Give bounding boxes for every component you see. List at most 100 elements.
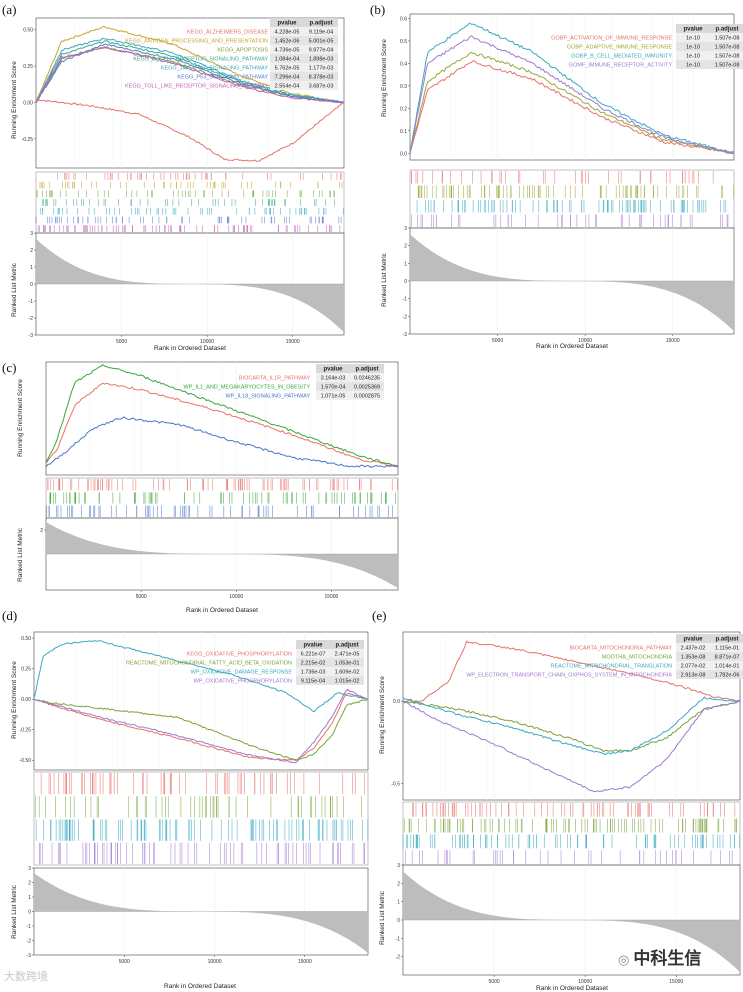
table-header-pvalue: pvalue — [277, 21, 297, 27]
es-axis-label: Running Enrichment Score — [11, 61, 18, 139]
table-pvalue: 5.762e-05 — [275, 66, 300, 72]
metric-tick-label: 1 — [404, 261, 407, 267]
table-pvalue: 1.071e-05 — [321, 394, 346, 400]
table-padjust: 0.0025369 — [354, 385, 380, 391]
legend-label: WP_ELECTRON_TRANSPORT_CHAIN_OXPHOS_SYSTE… — [466, 673, 672, 679]
y-tick-label: -0.50 — [20, 758, 32, 764]
table-pvalue: 1e-10 — [686, 63, 700, 69]
y-tick-label: 0.3 — [400, 84, 407, 90]
es-line-gobp-b-cell-mediated-immunity — [409, 22, 735, 155]
table-row-bg — [676, 652, 743, 661]
metric-tick-label: -3 — [403, 332, 408, 338]
table-header-padjust: p.adjust — [355, 367, 378, 373]
table-row-bg — [676, 661, 743, 670]
y-tick-label: 0.25 — [21, 667, 31, 673]
legend-label: REACTOME_MITOCHONDRIAL_FATTY_ACID_BETA_O… — [126, 661, 292, 667]
watermark-left-text: 大数跨境 — [4, 970, 48, 983]
table-padjust: 1.609e-02 — [335, 670, 360, 676]
es-line-biocarta-mitochondria-pathway — [402, 640, 741, 703]
x-tick-label: 5000 — [136, 594, 147, 600]
metric-tick-label: -2 — [396, 955, 401, 961]
es-line-reactome-mitochondrial-translation — [402, 696, 741, 756]
legend-label: MOOTHA_MITOCHONDRIA — [602, 655, 673, 661]
table-pvalue: 2.913e-08 — [681, 673, 706, 679]
table-pvalue: 1.452e-06 — [275, 39, 300, 45]
legend-label: GOBP_B_CELL_MEDIATED_IMMUNITY — [571, 54, 672, 60]
table-row-bg — [676, 60, 743, 69]
metric-tick-label: 1 — [28, 895, 31, 901]
table-row-bg — [296, 676, 364, 685]
metric-tick-label: 1 — [30, 265, 33, 271]
panel-c: (c) 2 5000 10000 15000 Rank in Ordered Datase… — [2, 360, 399, 614]
panel-b: (b) 0.0 0.1 0.2 0.3 0.4 0.5 0.6 3 2 1 0 -1 -2 -3 5000 10… — [370, 2, 743, 350]
table-row-bg — [676, 51, 743, 60]
x-tick-label: 10000 — [578, 338, 592, 344]
table-padjust: 2.471e-05 — [335, 652, 360, 658]
legend-label: GOBP_ADAPTIVE_IMMUNE_RESPONSE — [567, 45, 672, 51]
y-tick-label: 0.0 — [393, 699, 400, 705]
metric-axis-label: Ranked List Metric — [11, 262, 18, 317]
panel-label: (c) — [2, 360, 16, 375]
table-header-pvalue: pvalue — [303, 643, 323, 649]
y-tick-label: -0.25 — [22, 137, 34, 143]
x-tick-label: 10000 — [208, 959, 222, 965]
metric-axis-label: Ranked List Metric — [379, 890, 386, 945]
x-axis-label: Rank in Ordered Dataset — [186, 607, 258, 614]
legend-label: KEGG_JAK_STAT_SIGNALING_PATHWAY — [161, 66, 269, 72]
table-padjust: 1.507e-08 — [715, 36, 740, 42]
x-tick-label: 5000 — [489, 979, 500, 985]
table-header-pvalue: pvalue — [323, 367, 343, 373]
table-padjust: 1.014e-01 — [715, 664, 740, 670]
es-line-biocarta-il1r-pathway — [45, 382, 399, 468]
table-pvalue: 7.296e-04 — [275, 75, 300, 81]
panel-label: (b) — [370, 2, 385, 17]
y-tick-label: 0.1 — [400, 129, 407, 135]
watermark-left: 大数跨境 — [4, 968, 48, 984]
table-padjust: 9.119e-04 — [309, 30, 333, 36]
es-line-wp-oxidative-damage-response — [33, 640, 369, 713]
table-header-bg — [676, 634, 743, 643]
table-pvalue: 2.215e-02 — [301, 661, 326, 667]
metric-tick-label: 2 — [404, 244, 407, 250]
watermark-right: ◎ 中科生信 — [618, 944, 701, 969]
wechat-icon: ◎ — [618, 953, 630, 968]
table-padjust: 1.115e-01 — [715, 646, 739, 652]
table-pvalue: 2.077e-02 — [681, 664, 706, 670]
table-row-bg — [316, 373, 384, 382]
table-pvalue: 1.353e-08 — [681, 655, 706, 661]
x-axis-label: Rank in Ordered Dataset — [536, 343, 608, 350]
x-tick-label: 5000 — [492, 338, 503, 344]
y-tick-label: 0.6 — [400, 16, 407, 22]
x-tick-label: 15000 — [666, 338, 680, 344]
table-header-bg — [316, 364, 384, 373]
metric-tick-label: -1 — [27, 924, 32, 930]
rug-frame — [402, 801, 741, 866]
es-line-kegg-oxidative-phosphorylation — [33, 692, 369, 762]
table-row-bg — [296, 649, 364, 658]
table-pvalue: 1.570e-04 — [321, 385, 346, 391]
metric-tick-label: 3 — [404, 226, 407, 232]
es-line-kegg-jak-stat-signaling-pathway — [35, 37, 345, 104]
legend-label: BIOCARTA_IL1R_PATHWAY — [239, 376, 310, 382]
table-row-bg — [270, 72, 338, 81]
rug-frame — [35, 171, 345, 234]
metric-tick-label: -3 — [27, 953, 32, 959]
table-row-bg — [270, 45, 338, 54]
table-padjust: 1.507e-08 — [715, 54, 740, 60]
table-row-bg — [676, 643, 743, 652]
ranked-metric-area — [410, 234, 734, 332]
table-pvalue: 1e-10 — [686, 36, 700, 42]
ranked-metric-area — [46, 522, 398, 589]
ranked-metric-area — [403, 871, 740, 973]
y-tick-label: 0.4 — [400, 61, 407, 67]
y-tick-label: 0.2 — [400, 106, 407, 112]
table-padjust: 1.782e-06 — [715, 673, 740, 679]
rug-frame — [33, 771, 369, 866]
metric-tick-label: 2 — [30, 248, 33, 254]
legend-label: KEGG_TOLL_LIKE_RECEPTOR_SIGNALING_PATHWA… — [125, 84, 268, 90]
legend-label: WP_IL18_SIGNALING_PATHWAY — [226, 394, 311, 400]
legend-label: BIOCARTA_MITOCHONDRIA_PATHWAY — [570, 646, 673, 652]
y-tick-label: 0.50 — [21, 636, 31, 642]
metric-tick-label: 3 — [397, 863, 400, 869]
x-tick-label: 15000 — [324, 594, 338, 600]
